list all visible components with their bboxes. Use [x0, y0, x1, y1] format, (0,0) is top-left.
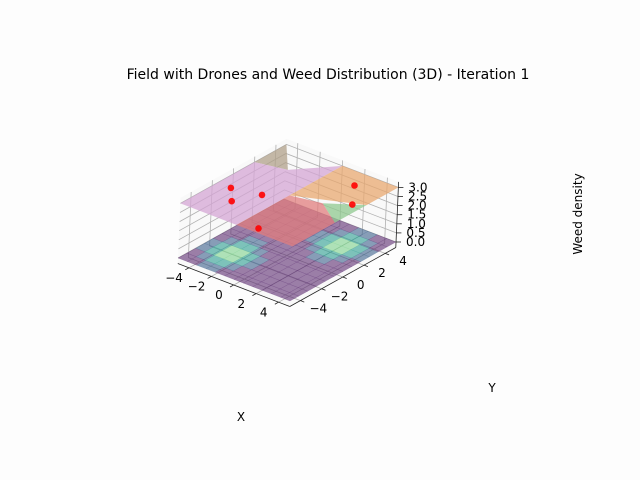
drone-marker [258, 191, 266, 199]
drone-marker [255, 225, 262, 232]
y-tick-label: −2 [331, 290, 349, 304]
x-tick-label: 0 [215, 288, 223, 302]
z-tick-label: 0.0 [406, 235, 425, 249]
drone-marker [227, 184, 235, 192]
z-tick-label: 1.0 [407, 217, 426, 231]
x-tick-mark [185, 267, 190, 271]
x-tick-mark [207, 276, 212, 279]
drone-marker [228, 197, 235, 205]
y-tick-label: 2 [378, 266, 386, 280]
region-polygon [289, 165, 399, 206]
region-polygon [236, 195, 335, 247]
z-axis-label: Weed density [571, 173, 585, 254]
drone-markers [227, 182, 358, 232]
drone-marker [349, 201, 356, 208]
region-polygon [254, 144, 288, 170]
z-tick-label: 3.0 [408, 180, 427, 194]
x-tick-label: 4 [260, 305, 268, 319]
y-tick-mark [363, 264, 369, 268]
x-tick-mark [274, 301, 279, 305]
x-tick-mark [252, 293, 257, 296]
y-tick-label: −4 [309, 301, 327, 315]
y-tick-mark [342, 276, 347, 279]
x-tick-label: −4 [165, 271, 183, 285]
x-axis-line [177, 263, 290, 307]
x-tick-label: −2 [188, 280, 206, 294]
y-tick-label: 4 [399, 254, 407, 268]
z-tick-label: 0.5 [406, 226, 425, 240]
y-tick-label: 0 [357, 278, 365, 292]
y-tick-mark [385, 252, 390, 256]
x-tick-label: 2 [237, 297, 245, 311]
x-axis-label: X [237, 410, 245, 424]
y-axis-label: Y [487, 381, 496, 395]
y-tick-mark [321, 288, 326, 291]
z-tick-label: 2.0 [408, 199, 427, 213]
x-tick-mark [229, 284, 234, 288]
drone-marker [351, 182, 358, 189]
z-tick-label: 1.5 [407, 208, 426, 222]
chart-title: Field with Drones and Weed Distribution … [127, 67, 530, 83]
z-tick-label: 2.5 [408, 190, 427, 204]
region-polygon [322, 203, 367, 223]
y-tick-mark [300, 300, 305, 303]
